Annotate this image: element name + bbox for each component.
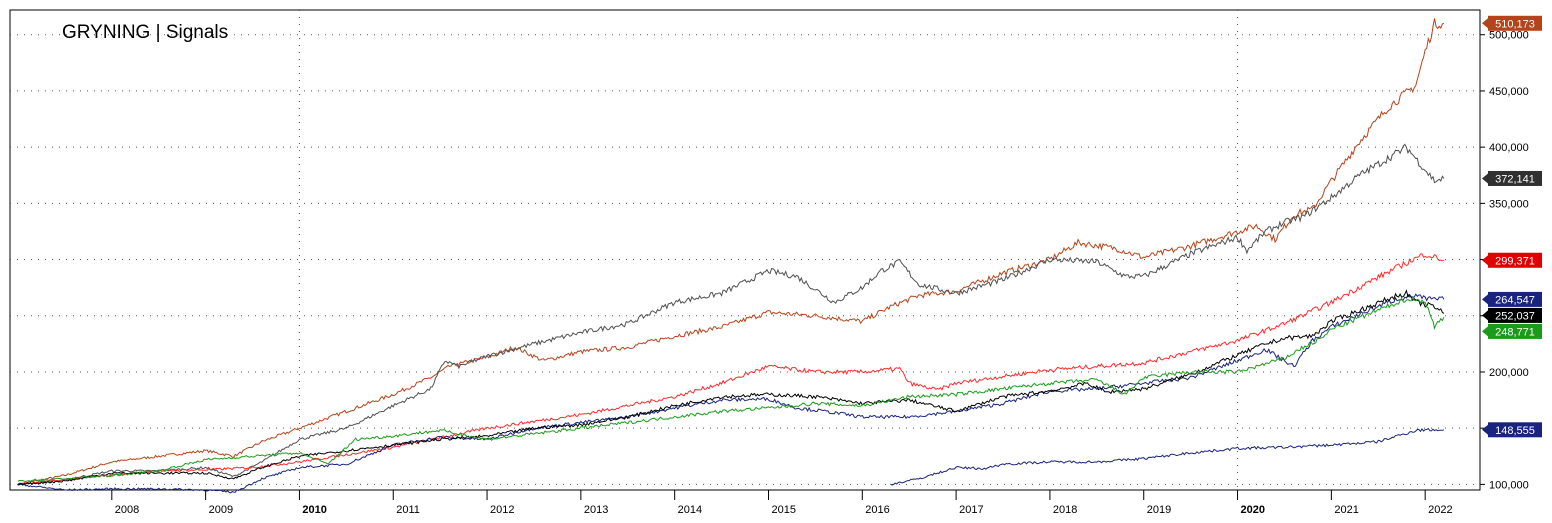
last-value-tag-bg (1488, 291, 1542, 307)
x-tick-label: 2020 (1241, 504, 1265, 516)
last-value-tag: 372,141 (1482, 170, 1542, 186)
series-line (17, 296, 1445, 482)
x-tick-label: 2022 (1428, 504, 1452, 516)
x-tick-label: 2016 (865, 504, 889, 516)
last-value-tag: 264,547 (1482, 291, 1542, 307)
last-value-tag: 248,771 (1482, 323, 1542, 339)
last-value-tag-pointer (1482, 173, 1488, 184)
y-tick-label: 400,000 (1489, 142, 1529, 154)
last-value-tag-bg (1488, 15, 1542, 31)
last-value-labels: 510,173 372,141 299,371 264,547 252,037 248,7… (1482, 15, 1542, 438)
x-tick-label: 2011 (396, 504, 420, 516)
series-line (890, 427, 1445, 486)
x-tick-label: 2013 (584, 504, 608, 516)
last-value-label: 299,371 (1495, 255, 1535, 267)
last-value-tag-pointer (1482, 326, 1488, 337)
y-tick-label: 100,000 (1489, 479, 1529, 491)
y-tick-label: 350,000 (1489, 198, 1529, 210)
y-tick-label: 450,000 (1489, 86, 1529, 98)
last-value-tag: 252,037 (1482, 307, 1542, 323)
last-value-tag-bg (1488, 307, 1542, 323)
last-value-tag: 510,173 (1482, 15, 1542, 31)
chart-title: GRYNING | Signals (62, 22, 228, 43)
last-value-tag: 148,555 (1482, 422, 1542, 438)
last-value-label: 264,547 (1495, 294, 1535, 306)
last-value-label: 252,037 (1495, 310, 1535, 322)
x-axis: 2008 2009 2010 2011 2012 2013 2014 2015 2016 2017… (111, 490, 1453, 516)
x-tick-label: 2015 (771, 504, 795, 516)
last-value-tag-pointer (1482, 424, 1488, 435)
last-value-tag-pointer (1482, 18, 1488, 29)
last-value-tag-bg (1488, 422, 1542, 438)
last-value-tag-pointer (1482, 255, 1488, 266)
last-value-tag: 299,371 (1482, 252, 1542, 268)
last-value-label: 148,555 (1495, 425, 1535, 437)
x-tick-label: 2019 (1147, 504, 1171, 516)
last-value-tag-pointer (1482, 310, 1488, 321)
x-tick-label: 2012 (490, 504, 514, 516)
x-tick-label: 2017 (959, 504, 983, 516)
grid-layer (10, 10, 1480, 490)
last-value-tag-bg (1488, 170, 1542, 186)
last-value-tag-bg (1488, 252, 1542, 268)
x-tick-label: 2018 (1053, 504, 1077, 516)
y-tick-label: 500,000 (1489, 30, 1529, 42)
series-line (17, 293, 1445, 494)
series-line (17, 289, 1445, 486)
last-value-label: 372,141 (1495, 173, 1535, 185)
x-tick-label: 2014 (678, 504, 702, 516)
x-tick-label: 2010 (302, 504, 326, 516)
series-line (17, 18, 1445, 486)
series-line (17, 253, 1445, 486)
last-value-label: 248,771 (1495, 326, 1535, 338)
y-tick-label: 200,000 (1489, 367, 1529, 379)
last-value-tag-bg (1488, 323, 1542, 339)
x-tick-label: 2008 (115, 504, 139, 516)
x-tick-label: 2021 (1334, 504, 1358, 516)
series-layer (17, 18, 1445, 494)
last-value-label: 510,173 (1495, 18, 1535, 30)
plot-frame (9, 9, 1481, 491)
series-line (18, 143, 1445, 486)
last-value-tag-pointer (1482, 294, 1488, 305)
x-tick-label: 2009 (209, 504, 233, 516)
